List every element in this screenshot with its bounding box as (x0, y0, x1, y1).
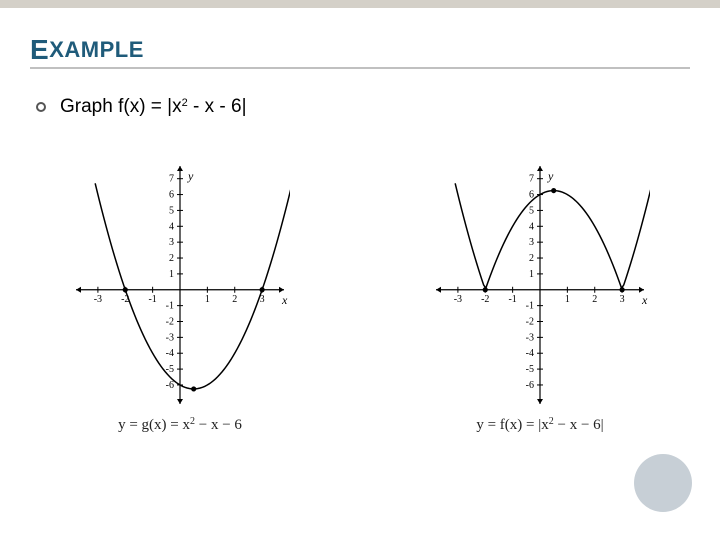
prompt-equation: Graph f(x) = |x2 - x - 6| (60, 96, 247, 118)
title-underline (30, 67, 690, 69)
svg-text:7: 7 (169, 174, 174, 185)
svg-text:-3: -3 (454, 294, 462, 305)
chart-abs-parabola: -3-2-11231234567-1-2-3-4-5-6xy (430, 160, 650, 410)
svg-text:2: 2 (169, 253, 174, 264)
svg-text:-2: -2 (481, 294, 489, 305)
svg-text:3: 3 (529, 237, 534, 248)
svg-text:1: 1 (205, 294, 210, 305)
svg-text:-1: -1 (508, 294, 516, 305)
svg-text:5: 5 (169, 205, 174, 216)
chart-parabola: -3-2-11231234567-1-2-3-4-5-6xy (70, 160, 290, 410)
slide-title: EXAMPLE (30, 34, 144, 66)
title-rest: XAMPLE (49, 37, 144, 62)
prompt-suffix: - x - 6| (188, 96, 247, 117)
bullet-icon (36, 102, 46, 112)
chart-right-slot: -3-2-11231234567-1-2-3-4-5-6xy y = f(x) … (410, 160, 670, 434)
charts-row: -3 -2 -1 1 2 3 1 2 3 4 5 6 7 -1 -2 -3 -4 -5 -6 x y y = g(x) … (0, 160, 720, 434)
decor-circle-icon (634, 454, 692, 512)
svg-text:2: 2 (529, 253, 534, 264)
top-accent-bar (0, 0, 720, 8)
svg-text:y: y (187, 169, 194, 183)
caption-right-prefix: y = f(x) = |x (476, 417, 548, 433)
svg-text:7: 7 (529, 174, 534, 185)
caption-left: y = g(x) = x2 − x − 6 (50, 416, 310, 434)
caption-left-suffix: − x − 6 (195, 417, 242, 433)
title-dropcap: E (30, 34, 49, 65)
svg-text:x: x (281, 293, 288, 307)
svg-text:1: 1 (565, 294, 570, 305)
caption-right: y = f(x) = |x2 − x − 6| (410, 416, 670, 434)
svg-text:x: x (641, 293, 648, 307)
svg-text:-5: -5 (526, 364, 534, 375)
svg-text:4: 4 (169, 221, 174, 232)
svg-text:6: 6 (169, 190, 174, 201)
svg-text:4: 4 (529, 221, 534, 232)
svg-text:-6: -6 (166, 380, 174, 391)
svg-text:-3: -3 (166, 332, 174, 343)
svg-text:2: 2 (592, 294, 597, 305)
svg-text:-3: -3 (94, 294, 102, 305)
chart-left-slot: -3-2-11231234567-1-2-3-4-5-6xy y = g(x) … (50, 160, 310, 434)
svg-text:-4: -4 (166, 348, 174, 359)
svg-text:-6: -6 (526, 380, 534, 391)
svg-text:-2: -2 (166, 316, 174, 327)
svg-text:-1: -1 (526, 301, 534, 312)
svg-text:3: 3 (169, 237, 174, 248)
svg-text:2: 2 (232, 294, 237, 305)
svg-text:-3: -3 (526, 332, 534, 343)
caption-left-prefix: y = g(x) = x (118, 417, 190, 433)
svg-text:y: y (547, 169, 554, 183)
svg-text:-2: -2 (526, 316, 534, 327)
svg-text:1: 1 (529, 269, 534, 280)
prompt-prefix: Graph f(x) = |x (60, 96, 182, 117)
svg-text:-1: -1 (148, 294, 156, 305)
svg-text:1: 1 (169, 269, 174, 280)
svg-text:-1: -1 (166, 301, 174, 312)
caption-right-suffix: − x − 6| (554, 417, 604, 433)
bullet-row: Graph f(x) = |x2 - x - 6| (36, 96, 247, 118)
svg-text:3: 3 (620, 294, 625, 305)
svg-text:-4: -4 (526, 348, 534, 359)
svg-text:5: 5 (529, 205, 534, 216)
